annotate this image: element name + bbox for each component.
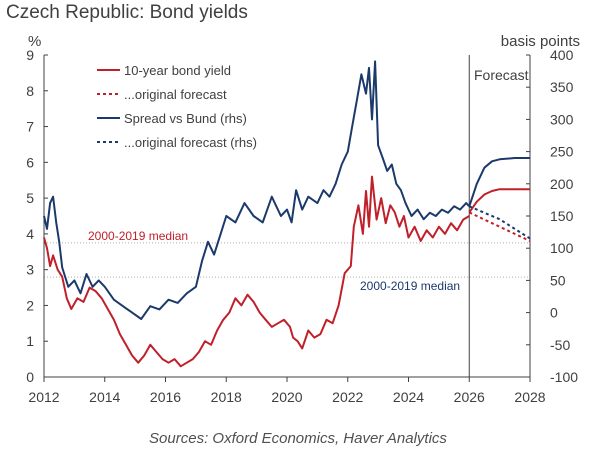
left-tick-label: 9 <box>26 47 34 63</box>
series-line-3 <box>43 60 471 320</box>
series-layer <box>43 60 531 368</box>
x-tick-label: 2026 <box>454 389 485 405</box>
left-axis-unit: % <box>28 33 41 50</box>
spread-median-label: 2000-2019 median <box>360 279 460 293</box>
legend-label: ...original forecast (rhs) <box>124 135 257 150</box>
x-tick-label: 2024 <box>393 389 424 405</box>
right-tick-label: 300 <box>550 111 574 127</box>
right-tick-label: 250 <box>550 144 574 160</box>
right-tick-label: -50 <box>550 337 570 353</box>
x-tick-label: 2018 <box>211 389 242 405</box>
axes-layer: 0 1 2 3 4 5 6 7 8 9 -100 -50 0 50 100 150 200 250 300 350 40… <box>26 47 578 405</box>
right-tick-label: -100 <box>550 369 578 385</box>
left-tick-label: 8 <box>26 83 34 99</box>
left-tick-label: 1 <box>26 333 34 349</box>
series-line-4 <box>468 205 531 240</box>
x-tick-label: 2014 <box>89 389 120 405</box>
left-tick-label: 7 <box>26 119 34 135</box>
x-tick-label: 2012 <box>28 389 59 405</box>
right-tick-label: 350 <box>550 79 574 95</box>
x-tick-label: 2028 <box>514 389 545 405</box>
source-note: Sources: Oxford Economics, Haver Analyti… <box>149 430 447 447</box>
left-tick-label: 6 <box>26 154 34 170</box>
right-tick-label: 400 <box>550 47 574 63</box>
left-tick-label: 4 <box>26 226 34 242</box>
right-tick-label: 100 <box>550 240 574 256</box>
forecast-label: Forecast <box>474 67 529 83</box>
x-tick-label: 2016 <box>150 389 181 405</box>
legend-label: ...original forecast <box>124 87 227 102</box>
series-line-1 <box>468 211 531 242</box>
legend: 10-year bond yield ...original forecast Sp… <box>97 63 257 150</box>
left-tick-label: 2 <box>26 297 34 313</box>
series-line-0 <box>43 175 470 368</box>
right-tick-label: 200 <box>550 176 574 192</box>
right-tick-label: 50 <box>550 272 566 288</box>
legend-label: Spread vs Bund (rhs) <box>124 111 247 126</box>
series-line-2 <box>468 188 530 213</box>
series-line-5 <box>468 157 530 207</box>
yield-median-label: 2000-2019 median <box>88 229 188 243</box>
left-tick-label: 0 <box>26 369 34 385</box>
chart-title: Czech Republic: Bond yields <box>6 2 248 23</box>
left-tick-label: 3 <box>26 262 34 278</box>
legend-label: 10-year bond yield <box>124 63 231 78</box>
right-tick-label: 0 <box>550 305 558 321</box>
x-tick-label: 2020 <box>271 389 302 405</box>
right-axis-unit: basis points <box>501 33 580 50</box>
x-tick-label: 2022 <box>332 389 363 405</box>
right-tick-label: 150 <box>550 208 574 224</box>
left-tick-label: 5 <box>26 190 34 206</box>
grid-layer <box>44 242 530 278</box>
